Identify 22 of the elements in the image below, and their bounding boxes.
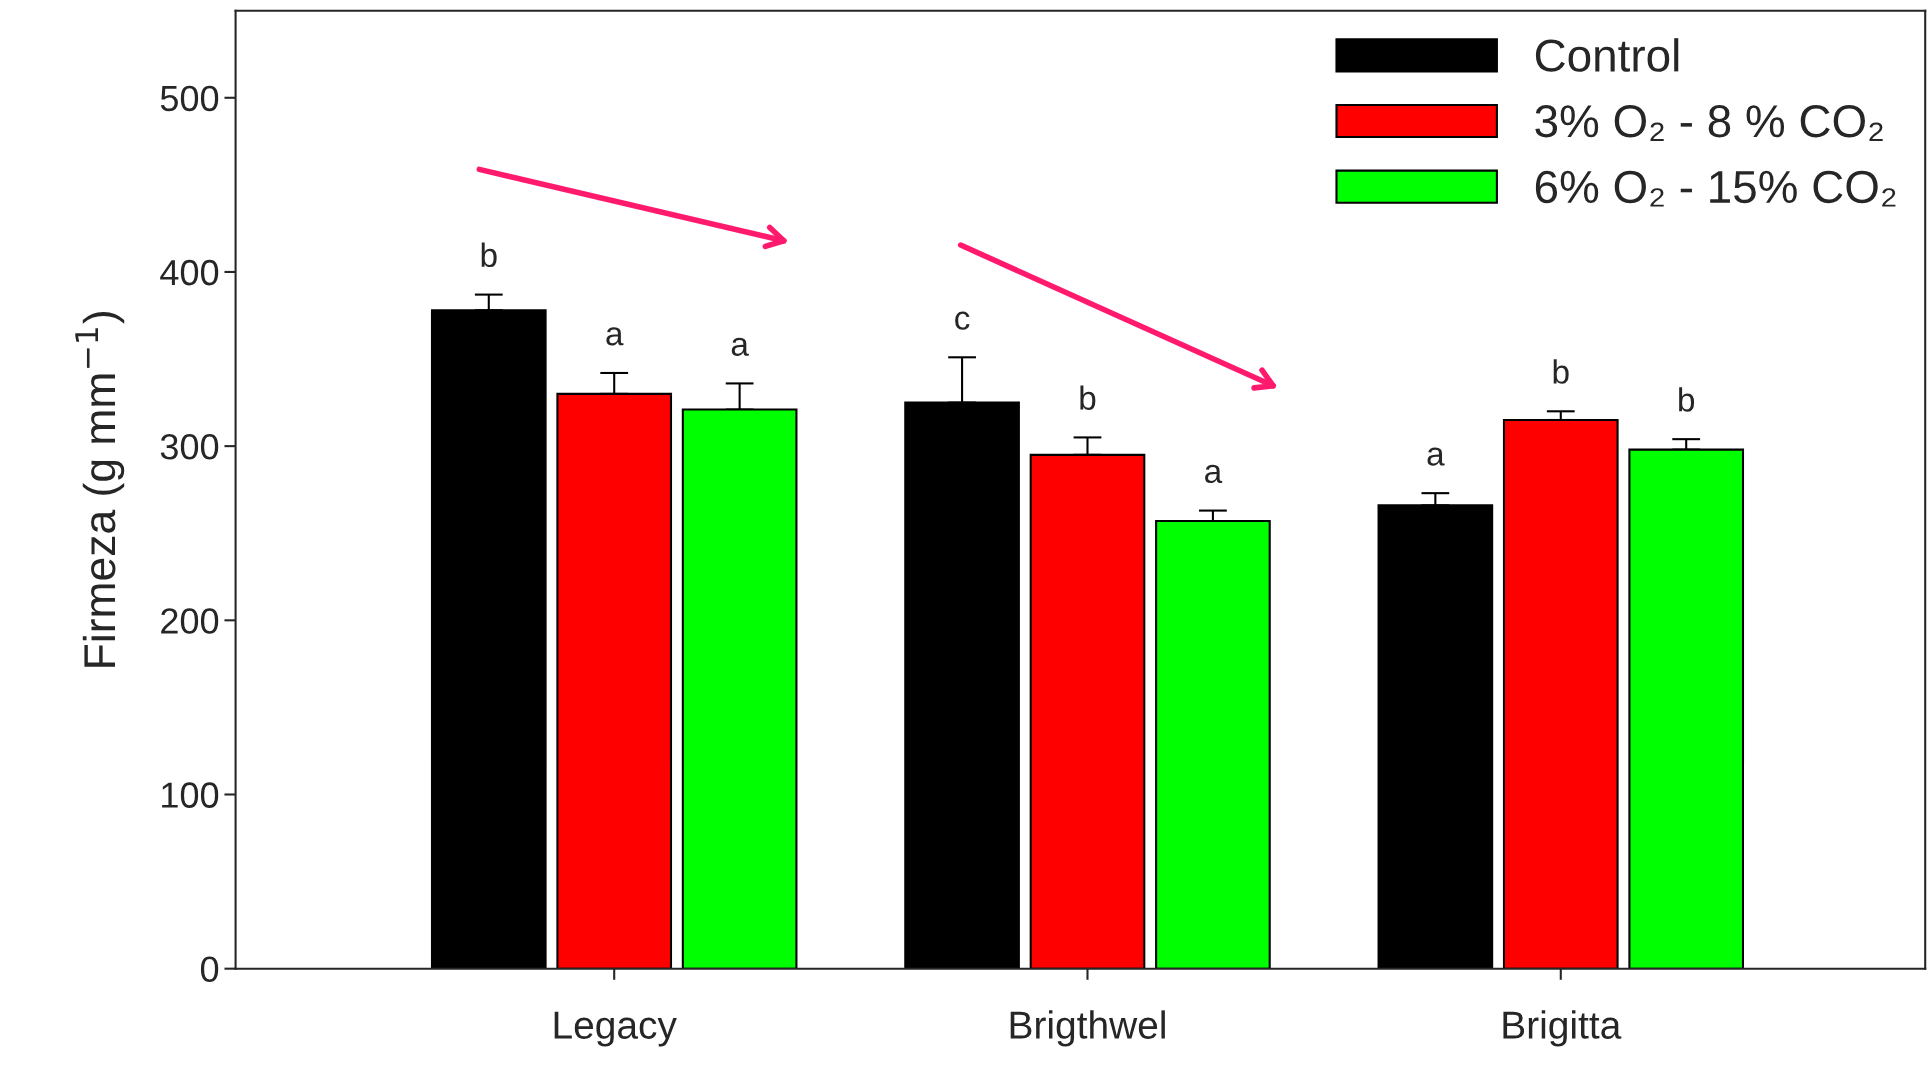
data-label: b xyxy=(1080,385,1096,410)
data-label: b xyxy=(1553,359,1569,384)
data-label: a xyxy=(606,327,624,346)
y-tick-label: 500 xyxy=(160,85,219,112)
y-axis-title: Firmeza (g mm$^{−1}$) xyxy=(75,312,125,667)
x-tick-label: Brigthwel xyxy=(1010,1010,1165,1047)
legend-label: 3% O₂ - 8 % CO₂ xyxy=(1535,105,1883,141)
legend-label: Control xyxy=(1535,38,1679,72)
y-tick-label: 300 xyxy=(160,434,219,460)
data-label: c xyxy=(955,311,970,330)
y-tick-label: 400 xyxy=(160,259,219,286)
data-label: a xyxy=(731,337,749,356)
y-tick-label: 0 xyxy=(200,956,219,983)
y-tick-label: 100 xyxy=(162,782,219,808)
data-label: b xyxy=(481,242,497,268)
x-tick-label: Legacy xyxy=(554,1011,677,1047)
data-label: a xyxy=(1427,447,1445,466)
x-tick-label: Brigitta xyxy=(1503,1010,1622,1047)
y-tick-label: 200 xyxy=(161,608,219,634)
legend-label: 6% O₂ - 15% CO₂ xyxy=(1535,170,1896,207)
data-label: b xyxy=(1679,387,1695,412)
data-label: a xyxy=(1205,464,1223,484)
